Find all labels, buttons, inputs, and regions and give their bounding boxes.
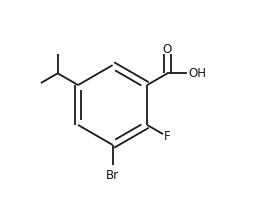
Text: O: O	[163, 43, 172, 56]
Text: OH: OH	[188, 67, 206, 80]
Text: F: F	[164, 130, 171, 143]
Text: Br: Br	[106, 169, 119, 182]
